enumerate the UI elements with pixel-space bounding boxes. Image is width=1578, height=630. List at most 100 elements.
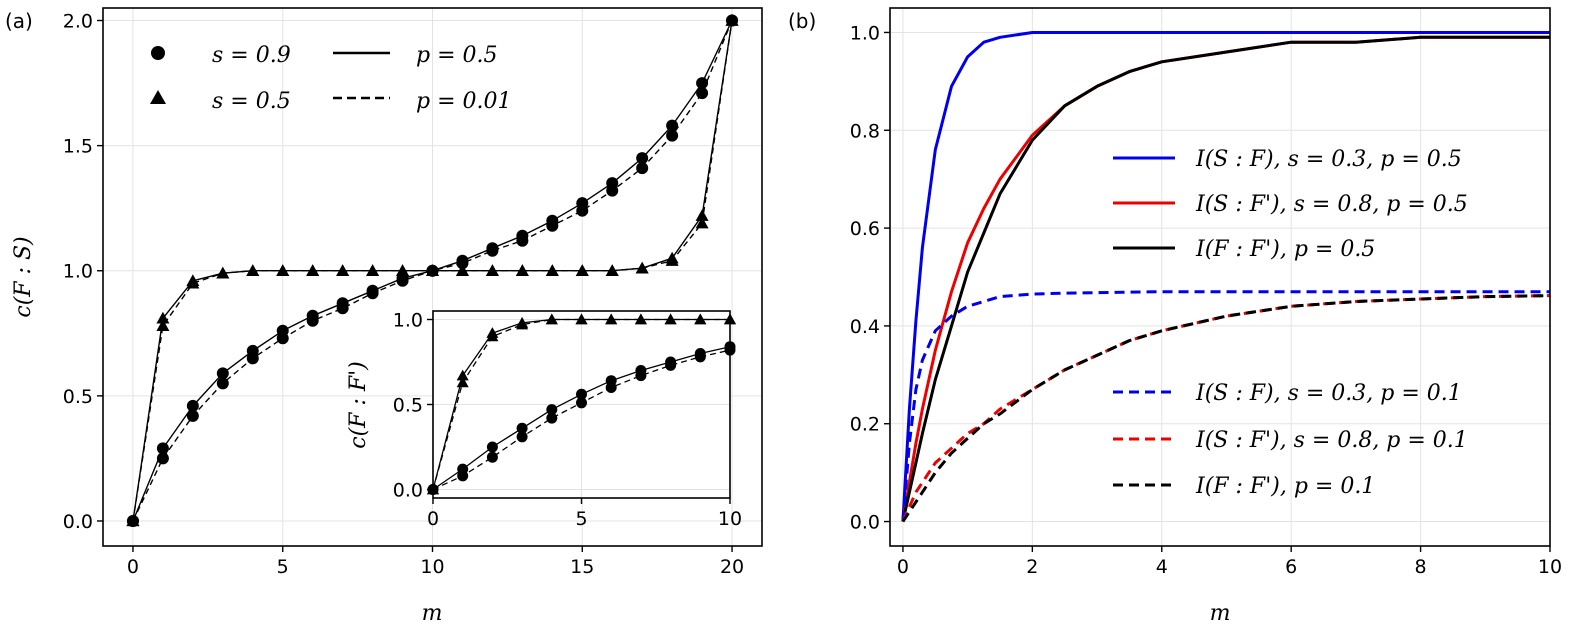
inset-point-circle xyxy=(576,388,587,400)
inset-point-circle xyxy=(486,451,498,463)
panel-a-label: (a) xyxy=(5,9,33,33)
legend-b1: I(S : F), s = 0.3, p = 0.5 xyxy=(1195,147,1462,172)
panel-b-xtick-label: 0 xyxy=(897,556,909,578)
panel-a-point-circle xyxy=(366,287,379,300)
panel-a-legend: s = 0.9 s = 0.5 p = 0.5 p = 0.01 xyxy=(150,43,512,114)
panel-a-point-circle xyxy=(216,377,229,390)
panel-a-point-triangle xyxy=(725,14,739,26)
inset-point-circle xyxy=(694,351,706,363)
inset-point-triangle xyxy=(456,369,469,381)
inset-point-circle xyxy=(546,412,558,424)
panel-a-point-circle xyxy=(246,352,259,365)
panel-a-point-triangle xyxy=(635,261,649,274)
panel-b-xtick-label: 10 xyxy=(1538,556,1562,578)
panel-a-point-triangle xyxy=(485,264,499,276)
panel-a-chart: (a) 0 5 10 15 20 0.0 0.5 1.0 1.5 2.0 m c(F : S) s… xyxy=(5,7,763,626)
panel-a-inset: 0 5 10 0.0 0.5 1.0 c(F : F') xyxy=(346,310,742,531)
panel-a-point-triangle xyxy=(366,264,380,276)
panel-b-series-line-5 xyxy=(901,294,1551,523)
panel-a-point-circle xyxy=(696,87,709,100)
legend-b5: I(S : F'), s = 0.8, p = 0.1 xyxy=(1195,428,1468,453)
panel-a-point-triangle xyxy=(665,254,679,266)
inset-point-circle xyxy=(635,370,647,382)
panel-b-legend-lower: I(S : F), s = 0.3, p = 0.1 I(S : F'), s … xyxy=(1113,381,1468,499)
inset-point-circle xyxy=(546,404,558,416)
panel-a-point-circle xyxy=(216,367,229,380)
panel-a-ytick-label: 0.5 xyxy=(63,386,93,408)
panel-a-xtick-label: 0 xyxy=(127,556,139,578)
inset-point-triangle xyxy=(545,313,558,325)
panel-a-ylabel: c(F : S) xyxy=(11,236,36,317)
inset-point-triangle xyxy=(516,318,529,330)
panel-a-point-circle xyxy=(606,184,619,197)
panel-b-chart: (b) 0 2 4 6 8 10 0.0 0.2 0.4 0.6 0.8 1.0 m I(S : F)… xyxy=(788,7,1562,626)
inset-point-triangle xyxy=(634,313,647,325)
legend-triangle-marker xyxy=(150,90,166,104)
inset-point-triangle xyxy=(664,313,677,325)
inset-point-circle xyxy=(457,470,469,482)
legend-b4: I(S : F), s = 0.3, p = 0.1 xyxy=(1195,381,1462,406)
inset-point-triangle xyxy=(575,313,588,325)
panel-b-xtick-label: 2 xyxy=(1026,556,1038,578)
inset-xtick-label: 5 xyxy=(575,508,587,530)
inset-ytick-label: 0.0 xyxy=(393,480,423,502)
panel-a-point-circle xyxy=(576,204,589,217)
panel-a-ytick-label: 0.0 xyxy=(63,511,93,533)
panel-a-point-triangle xyxy=(515,264,529,276)
panel-a-point-triangle xyxy=(216,266,230,279)
inset-point-triangle xyxy=(694,313,707,325)
panel-b-xtick-label: 6 xyxy=(1285,556,1297,578)
panel-a-point-circle xyxy=(456,257,469,270)
panel-a-point-circle xyxy=(636,162,649,175)
panel-a-ytick-label: 1.0 xyxy=(63,261,93,283)
inset-ylabel: c(F : F') xyxy=(346,361,371,448)
panel-b-legend-upper: I(S : F), s = 0.3, p = 0.5 I(S : F'), s … xyxy=(1113,147,1468,262)
panel-a-point-triangle xyxy=(336,264,350,276)
panel-a-point-circle xyxy=(156,452,169,465)
panel-b-ytick-label: 0.2 xyxy=(850,414,880,436)
inset-xtick-label: 0 xyxy=(427,508,439,530)
panel-a-point-circle xyxy=(336,302,349,315)
panel-b-series-line-3 xyxy=(901,290,1550,522)
panel-a-point-circle xyxy=(546,219,559,232)
panel-a-xlabel: m xyxy=(422,601,443,626)
panel-a-point-circle xyxy=(636,152,649,165)
inset-xtick-label: 10 xyxy=(718,508,742,530)
panel-b-ytick-label: 0.8 xyxy=(850,120,880,142)
panel-a-point-triangle xyxy=(126,514,140,527)
panel-a-point-triangle xyxy=(426,264,439,276)
inset-point-circle xyxy=(665,359,677,371)
panel-b-ytick-label: 0.0 xyxy=(850,512,880,534)
inset-point-circle xyxy=(486,441,498,453)
panel-a-point-triangle xyxy=(306,264,320,276)
panel-a-point-circle xyxy=(486,244,499,257)
panel-b-xtick-label: 8 xyxy=(1415,556,1427,578)
panel-a-point-circle xyxy=(186,399,199,412)
inset-ytick-label: 1.0 xyxy=(393,310,423,332)
panel-a-point-triangle xyxy=(455,264,469,276)
panel-a-point-triangle xyxy=(575,264,589,276)
panel-b-frame xyxy=(889,7,1551,547)
inset-point-triangle xyxy=(486,330,499,342)
panel-a-xtick-label: 15 xyxy=(570,556,594,578)
panel-a-point-triangle xyxy=(396,264,410,276)
inset-point-triangle xyxy=(456,376,469,388)
panel-b-ytick-label: 1.0 xyxy=(850,22,880,44)
panel-a-point-circle xyxy=(396,274,409,287)
panel-b-series-line-0 xyxy=(901,31,1550,522)
panel-b-ytick-label: 0.4 xyxy=(850,316,880,338)
inset-point-triangle xyxy=(605,313,618,325)
panel-a-point-circle xyxy=(666,129,679,142)
panel-a-point-triangle xyxy=(695,209,709,221)
panel-a-point-circle xyxy=(306,314,319,327)
legend-p001: p = 0.01 xyxy=(416,89,512,114)
inset-point-circle xyxy=(576,397,587,409)
inset-point-circle xyxy=(605,382,617,393)
panel-a-xtick-label: 5 xyxy=(277,556,289,578)
panel-b-xlabel: m xyxy=(1210,601,1231,626)
panel-a-point-triangle xyxy=(695,216,709,229)
panel-a-point-circle xyxy=(276,332,289,345)
panel-a-ytick-label: 2.0 xyxy=(63,11,93,33)
panel-b-ytick-label: 0.6 xyxy=(850,218,880,240)
panel-b-label: (b) xyxy=(788,9,816,33)
